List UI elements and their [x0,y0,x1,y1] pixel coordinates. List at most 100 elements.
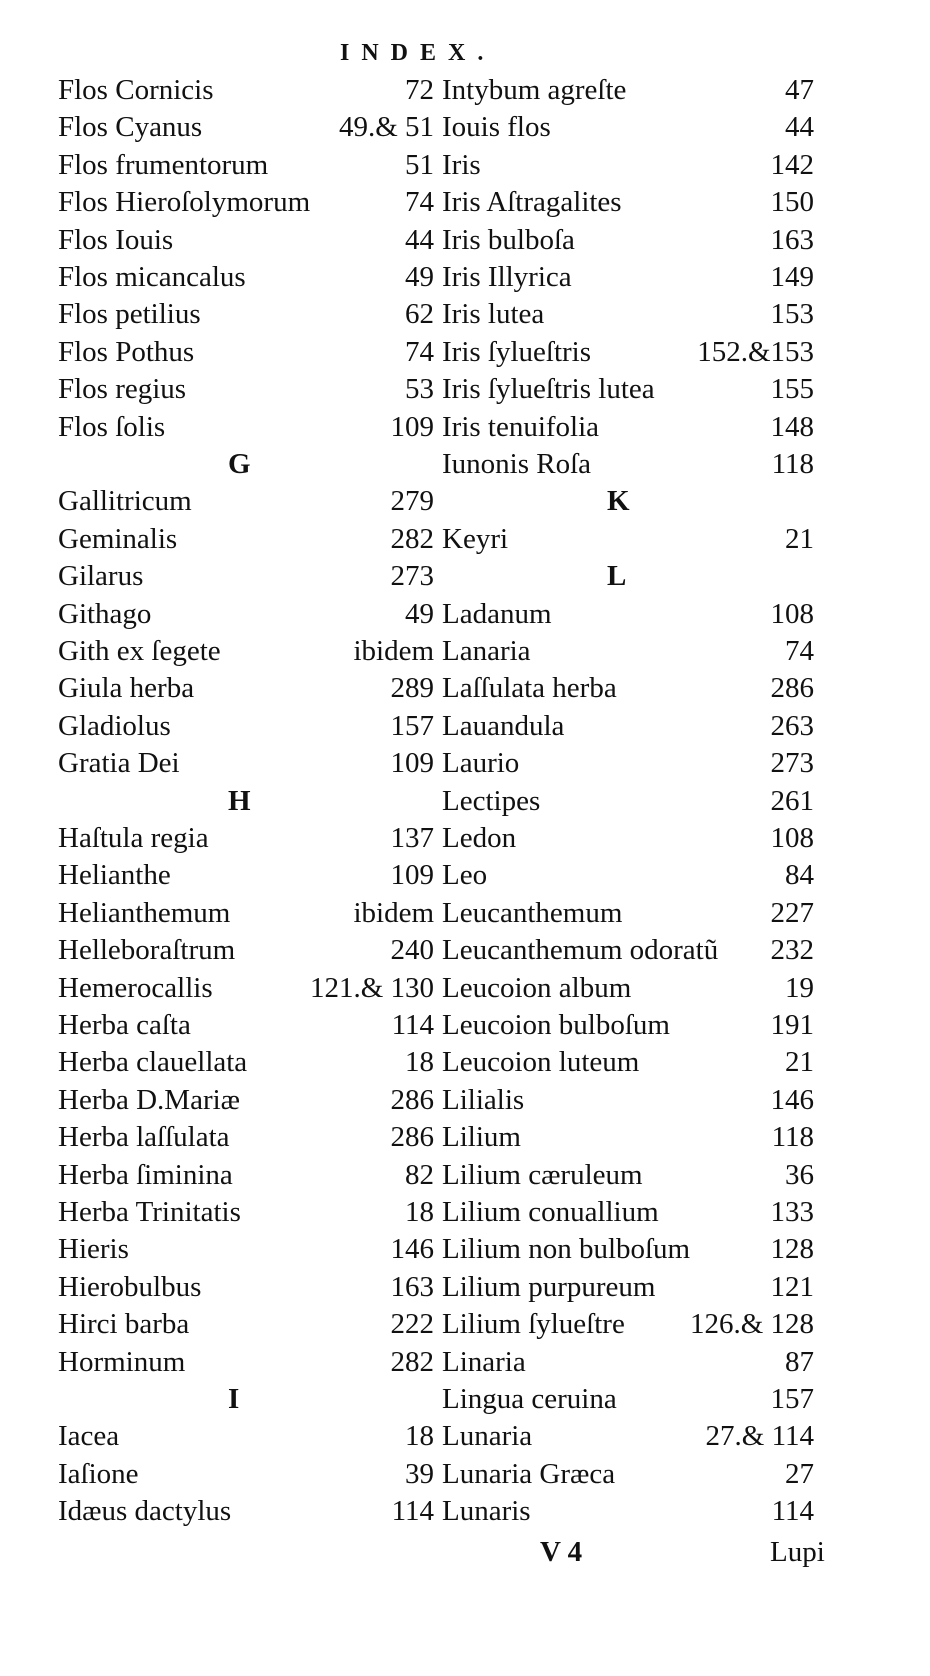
section-letter-row: I [58,1381,434,1418]
entry-page-number: 152.&153 [697,335,814,368]
entry-term: Lilium conuallium [442,1196,659,1228]
entry-page-number: 18 [405,1420,434,1453]
entry-term: Hieris [58,1233,129,1266]
index-entry: Iris ſylueſtris lutea 155 [442,371,814,408]
entry-page-number: 114 [391,1009,434,1041]
entry-term: Helianthe [58,859,171,892]
entry-page-number: 84 [785,859,814,892]
index-entry: Hieris 146 [58,1231,434,1268]
entry-page-number: 137 [390,822,435,854]
entry-term: Iouis flos [442,111,551,144]
entry-term: Laurio [442,747,520,780]
index-entry: Lilium cæruleum 36 [442,1157,814,1194]
index-entry: Leucoion album 19 [442,970,814,1007]
index-entry: Lanaria 74 [442,633,814,670]
entry-term: Lilium purpureum [442,1270,656,1303]
entry-page-number: 227 [770,896,815,929]
index-entry: Lunaria Græca 27 [442,1456,814,1493]
entry-page-number: 148 [770,410,815,443]
index-entry: Flos Pothus 74 [58,334,434,371]
index-entry: Herba clauellata 18 [58,1044,434,1081]
entry-term: Lectipes [442,784,541,817]
entry-term: Flos frumentorum [58,148,269,181]
entry-term: Giula herba [58,672,195,705]
entry-page-number: 157 [390,709,435,742]
entry-page-number: 261 [770,784,815,817]
entry-term: Flos Pothus [58,335,195,368]
section-letter: L [607,560,627,593]
entry-term: Hirci barba [58,1308,190,1341]
entry-term: Herba clauellata [58,1046,248,1079]
entry-page-number: 240 [390,934,435,967]
entry-term: Leucoion album [442,971,632,1004]
entry-page-number: 109 [390,747,435,780]
entry-term: Leo [442,859,488,892]
entry-page-number: 155 [770,373,815,406]
entry-page-number: 232 [770,934,815,967]
entry-term: Gith ex ſegete [58,635,221,667]
index-entry: Horminum 282 [58,1344,434,1381]
index-entry: Hemerocallis 121.& 130 [58,970,434,1007]
index-entry: Laſſulata herba 286 [442,670,814,707]
entry-page-number: 128 [770,1233,815,1266]
entry-page-number: 21 [785,522,814,555]
entry-term: Lunaria Græca [442,1457,616,1490]
entry-term: Hierobulbus [58,1270,202,1303]
index-entry: Iacea 18 [58,1418,434,1455]
entry-page-number: 18 [405,1196,434,1228]
entry-page-number: 146 [770,1083,815,1116]
entry-page-number: 74 [405,335,434,368]
entry-page-number: 146 [390,1233,435,1266]
index-entry: Idæus dactylus 114 [58,1493,434,1530]
index-entry: Helianthe 109 [58,857,434,894]
index-entry: Ledon 108 [442,820,814,857]
entry-page-number: 191 [770,1009,815,1041]
entry-page-number: 74 [785,635,814,667]
entry-page-number: 163 [390,1270,435,1303]
entry-page-number: 36 [785,1158,814,1191]
entry-page-number: 49 [405,597,434,630]
entry-term: Lauandula [442,709,565,742]
entry-term: Hemerocallis [58,971,213,1004]
entry-term: Iris Aſtragalites [442,186,622,219]
entry-page-number: ibidem [353,635,434,667]
signature-mark: V 4 [540,1536,583,1568]
index-entry: Lingua ceruina 157 [442,1381,814,1418]
entry-term: Intybum agreſte [442,74,627,106]
entry-page-number: 72 [405,74,434,106]
index-entry: Githago 49 [58,596,434,633]
entry-term: Iris ſylueſtris lutea [442,373,655,406]
entry-term: Flos regius [58,373,187,406]
index-entry: Leucanthemum 227 [442,895,814,932]
index-entry: Leucoion bulboſum 191 [442,1007,814,1044]
index-entry: Herba laſſulata 286 [58,1119,434,1156]
entry-page-number: 157 [770,1383,815,1415]
entry-term: Iacea [58,1420,120,1453]
entry-page-number: 39 [405,1457,434,1490]
catchword: Lupi [770,1536,825,1568]
entry-term: Laſſulata herba [442,672,617,705]
entry-term: Lunaris [442,1495,531,1528]
index-entry: Flos Hieroſolymorum 74 [58,184,434,221]
entry-page-number: 108 [770,597,815,630]
entry-term: Gladiolus [58,709,171,742]
index-entry: Gith ex ſegete ibidem [58,633,434,670]
index-entry: Geminalis 282 [58,521,434,558]
index-entry: Iris tenuifolia 148 [442,409,814,446]
entry-page-number: 133 [770,1196,815,1228]
section-letter: K [607,485,630,518]
index-entry: Hierobulbus 163 [58,1269,434,1306]
entry-term: Lilium ſylueſtre [442,1308,625,1341]
entry-term: Iunonis Roſa [442,448,592,480]
entry-page-number: 118 [771,1121,814,1154]
entry-term: Lilialis [442,1083,525,1116]
entry-page-number: 153 [770,298,815,331]
entry-page-number: 74 [405,186,434,219]
entry-page-number: 114 [391,1495,434,1528]
entry-term: Flos Iouis [58,223,174,256]
entry-page-number: 263 [770,709,815,742]
entry-term: Iaſione [58,1457,139,1490]
entry-term: Gratia Dei [58,747,180,780]
index-entry: Iris Illyrica 149 [442,259,814,296]
index-entry: Flos petilius 62 [58,296,434,333]
